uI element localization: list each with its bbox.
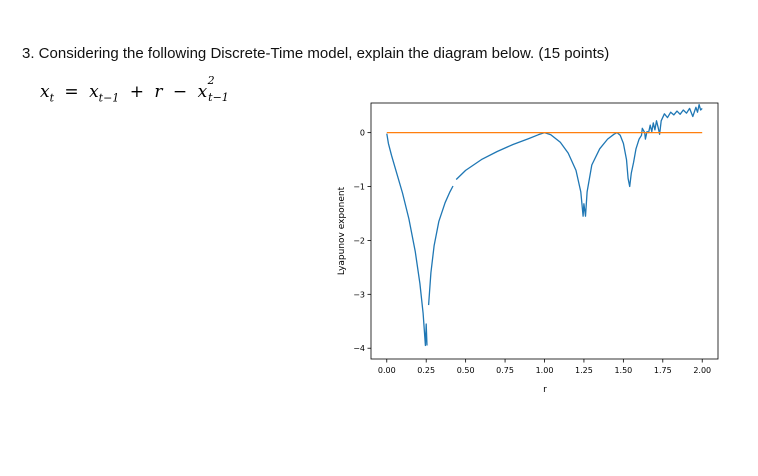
x-tick-label: 0.00: [378, 366, 396, 375]
y-tick-label: −4: [353, 344, 365, 353]
x-tick-label: 1.25: [575, 366, 593, 375]
x-tick-label: 0.25: [417, 366, 435, 375]
question-text: 3. Considering the following Discrete-Ti…: [22, 45, 610, 62]
x-tick-label: 2.00: [693, 366, 711, 375]
x-tick-label: 0.75: [496, 366, 514, 375]
eq-minus: −: [172, 82, 188, 102]
x-tick-label: 1.50: [614, 366, 632, 375]
eq-term1: xt−1: [89, 82, 120, 105]
y-axis-label: Lyapunov exponent: [337, 186, 347, 275]
series-0-line-segment-1: [427, 185, 454, 306]
series-0-line-segment-3: [544, 103, 703, 217]
eq-term2: r: [154, 82, 163, 102]
y-tick-label: 0: [360, 129, 365, 138]
x-tick-label: 1.00: [536, 366, 554, 375]
eq-plus: +: [129, 82, 144, 102]
eq-term3: x 2 t−1: [197, 74, 229, 105]
y-ticks: 0 −1 −2 −3 −4: [353, 129, 371, 353]
series-layer: [386, 103, 703, 347]
x-axis-label: r: [543, 385, 547, 395]
y-tick-label: −1: [353, 183, 365, 192]
y-tick-label: −3: [353, 290, 365, 299]
series-0-line-segment-0: [386, 133, 428, 347]
x-ticks: 0.00 0.25 0.50 0.75 1.00 1.25 1.50 1.75 2.00: [378, 359, 711, 375]
model-equation: xt = xt−1 + r − x 2 t−1: [40, 74, 229, 105]
x-tick-label: 1.75: [654, 366, 672, 375]
y-tick-label: −2: [353, 236, 365, 245]
x-tick-label: 0.50: [457, 366, 475, 375]
eq-lhs: xt: [40, 82, 55, 105]
eq-equals: =: [64, 82, 79, 102]
series-0-line-segment-2: [455, 131, 545, 180]
